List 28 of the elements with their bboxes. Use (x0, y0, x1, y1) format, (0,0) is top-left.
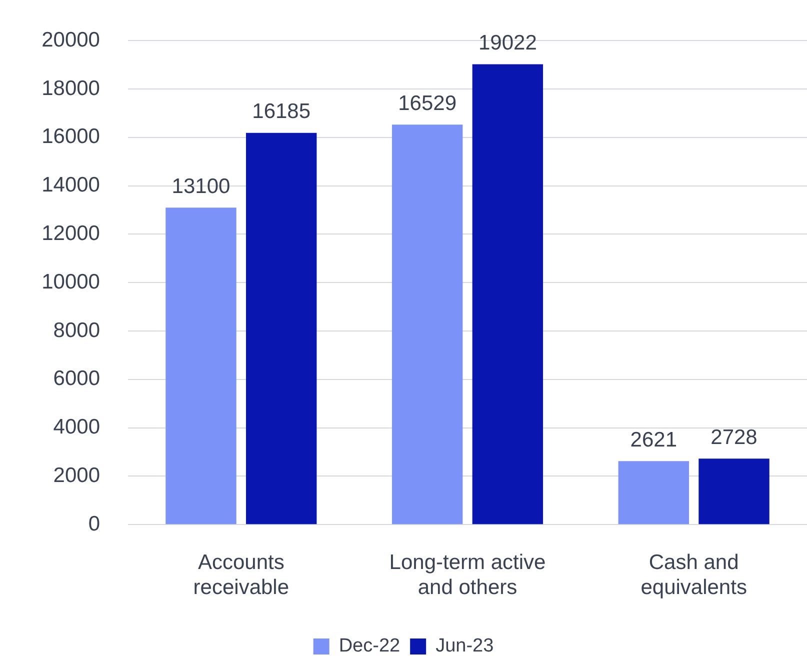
y-tick-label: 2000 (53, 464, 100, 487)
bar (246, 132, 317, 524)
bar (618, 461, 690, 524)
y-tick-label: 20000 (42, 28, 100, 52)
y-tick-label: 12000 (42, 222, 100, 245)
data-label: 2728 (710, 426, 758, 449)
bar (698, 458, 770, 524)
data-label: 13100 (172, 174, 230, 198)
legend-label: Dec-22 (338, 636, 400, 657)
bar (392, 124, 463, 524)
y-tick-label: 18000 (42, 76, 100, 100)
data-label: 2621 (630, 428, 678, 452)
data-label: 19022 (478, 32, 537, 55)
x-tick-label: Accounts receivable (193, 550, 290, 600)
legend-label: Jun-23 (436, 636, 494, 657)
x-tick-label: Long-term active and others (389, 550, 546, 600)
y-tick-label: 0 (88, 512, 100, 536)
y-tick-label: 10000 (42, 270, 100, 294)
y-tick-label: 6000 (53, 367, 100, 390)
y-tick-label: 4000 (53, 416, 100, 439)
y-tick-label: 16000 (42, 125, 100, 148)
bar (166, 208, 236, 524)
data-label: 16529 (398, 92, 457, 115)
bar (472, 64, 544, 524)
data-label: 16185 (252, 100, 311, 124)
y-tick-label: 8000 (53, 318, 100, 342)
y-tick-label: 14000 (42, 174, 100, 197)
x-tick-label: Cash and equivalents (640, 550, 747, 600)
